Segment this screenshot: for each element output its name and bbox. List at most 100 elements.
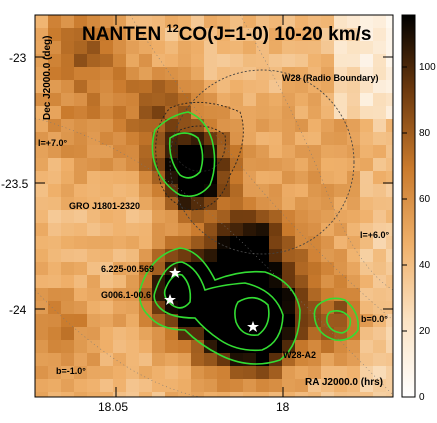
- map-pixel: [386, 262, 393, 276]
- colorbar: [401, 14, 416, 398]
- y-axis-ticks: [35, 56, 393, 310]
- map-pixel: [282, 80, 296, 94]
- map-pixel: [48, 145, 62, 159]
- map-pixel: [165, 340, 179, 354]
- overlay-grid: [35, 15, 393, 397]
- map-pixel: [217, 106, 231, 120]
- map-pixel: [308, 236, 322, 250]
- map-pixel: [347, 54, 361, 68]
- map-pixel: [87, 132, 101, 146]
- map-pixel: [152, 392, 166, 397]
- map-pixel: [152, 327, 166, 341]
- map-pixel: [126, 93, 140, 107]
- contour-south-middle: [153, 261, 284, 352]
- map-pixel: [139, 80, 153, 94]
- map-pixel: [334, 392, 348, 397]
- map-pixel: [35, 184, 49, 198]
- map-pixel: [48, 171, 62, 185]
- map-pixel: [126, 379, 140, 393]
- map-pixel: [373, 119, 387, 133]
- map-pixel: [321, 80, 335, 94]
- map-pixel: [308, 366, 322, 380]
- map-pixel: [152, 184, 166, 198]
- map-pixel: [360, 67, 374, 81]
- map-pixel: [230, 171, 244, 185]
- map-pixel: [35, 28, 49, 42]
- map-pixel: [165, 119, 179, 133]
- map-pixel: [61, 236, 75, 250]
- map-pixel: [243, 236, 257, 250]
- colorbar-tick-40: 40: [419, 260, 431, 271]
- map-pixel: [165, 301, 179, 315]
- map-pixel: [386, 41, 393, 55]
- map-pixel: [243, 184, 257, 198]
- map-pixel: [100, 262, 114, 276]
- map-pixel: [48, 80, 62, 94]
- map-pixel: [191, 379, 205, 393]
- map-pixel: [113, 379, 127, 393]
- map-pixel: [386, 392, 393, 397]
- map-pixel: [360, 249, 374, 263]
- map-pixel: [74, 288, 88, 302]
- map-pixel: [256, 41, 270, 55]
- map-pixel: [126, 145, 140, 159]
- map-pixel: [113, 353, 127, 367]
- map-pixel: [269, 197, 283, 211]
- map-pixel: [204, 392, 218, 397]
- map-pixel: [139, 223, 153, 237]
- map-pixel: [48, 353, 62, 367]
- map-pixel: [35, 327, 49, 341]
- map-pixel: [282, 119, 296, 133]
- map-pixel: [165, 15, 179, 29]
- map-pixel: [35, 80, 49, 94]
- map-pixel: [74, 80, 88, 94]
- map-pixel: [373, 236, 387, 250]
- map-pixel: [321, 392, 335, 397]
- map-pixel: [165, 197, 179, 211]
- map-pixel: [87, 54, 101, 68]
- map-pixel: [269, 379, 283, 393]
- map-pixel: [373, 93, 387, 107]
- map-pixel: [152, 80, 166, 94]
- map-pixel: [230, 223, 244, 237]
- map-pixel: [100, 249, 114, 263]
- map-pixel: [321, 353, 335, 367]
- map-pixel: [360, 41, 374, 55]
- map-pixel: [113, 288, 127, 302]
- map-pixel: [74, 54, 88, 68]
- label-w28-a2: W28-A2: [283, 350, 316, 360]
- map-pixel: [347, 80, 361, 94]
- map-pixel: [152, 249, 166, 263]
- map-pixel: [243, 93, 257, 107]
- map-pixel: [139, 236, 153, 250]
- map-pixel: [113, 132, 127, 146]
- map-pixel: [87, 223, 101, 237]
- map-pixel: [334, 158, 348, 172]
- x-tick-label-1: 18.05: [98, 400, 128, 414]
- map-pixel: [347, 223, 361, 237]
- map-pixel: [308, 262, 322, 276]
- map-pixel: [295, 28, 309, 42]
- map-pixel: [386, 353, 393, 367]
- map-pixel: [321, 379, 335, 393]
- label-gro: GRO J1801-2320: [69, 201, 140, 211]
- map-pixel: [87, 262, 101, 276]
- map-pixel: [178, 314, 192, 328]
- map-pixel: [139, 327, 153, 341]
- map-pixel: [165, 28, 179, 42]
- map-pixel: [373, 171, 387, 185]
- map-pixel: [308, 379, 322, 393]
- map-pixel: [269, 184, 283, 198]
- colorbar-ticks: [402, 66, 407, 398]
- map-pixel: [269, 301, 283, 315]
- map-pixel: [334, 223, 348, 237]
- map-pixel: [282, 288, 296, 302]
- map-pixel: [204, 145, 218, 159]
- map-pixel: [295, 119, 309, 133]
- map-pixel: [256, 210, 270, 224]
- map-pixel: [386, 275, 393, 289]
- map-pixel: [308, 184, 322, 198]
- map-pixel: [191, 392, 205, 397]
- map-pixel: [100, 15, 114, 29]
- map-pixel: [386, 249, 393, 263]
